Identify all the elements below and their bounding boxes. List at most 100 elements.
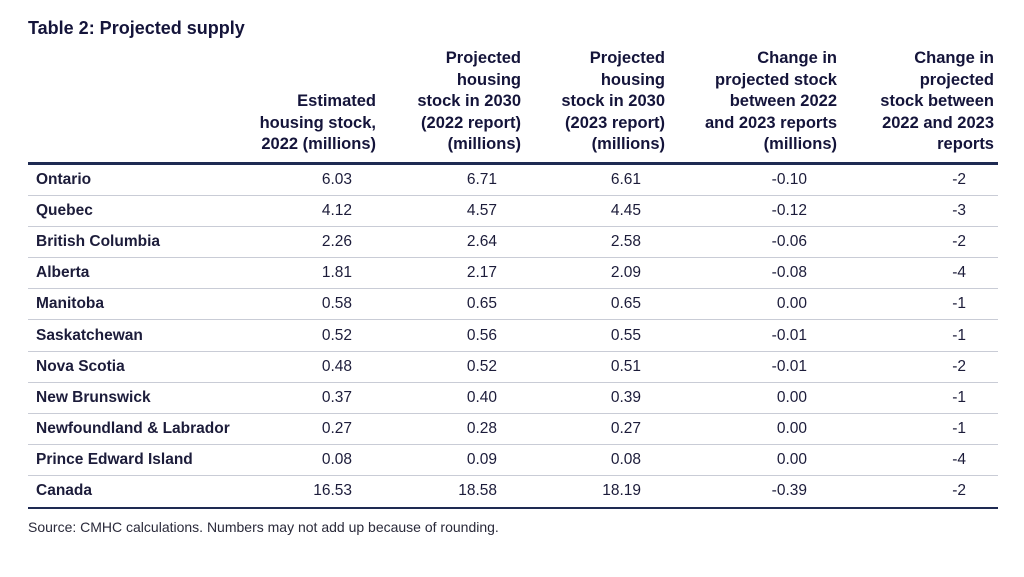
row-value: -2 — [841, 351, 998, 383]
table-row: Nova Scotia 0.48 0.52 0.51 -0.01 -2 — [28, 351, 998, 383]
row-value: -0.12 — [669, 195, 841, 227]
row-value: -2 — [841, 226, 998, 259]
row-value: -2 — [841, 163, 998, 196]
row-value: 1.81 — [254, 257, 380, 290]
row-label: Saskatchewan — [28, 319, 254, 352]
table-row: New Brunswick 0.37 0.40 0.39 0.00 -1 — [28, 382, 998, 415]
row-value: 2.09 — [525, 257, 669, 290]
projected-supply-table: Estimated housing stock, 2022 (millions) Pr… — [28, 48, 998, 509]
header-line: (2023 report) — [565, 113, 665, 132]
row-value: -0.01 — [669, 351, 841, 383]
header-line: Projected — [445, 49, 521, 67]
row-label: Newfoundland & Labrador — [28, 413, 254, 446]
table-row: British Columbia 2.26 2.64 2.58 -0.06 -2 — [28, 226, 998, 259]
table-row: Saskatchewan 0.52 0.56 0.55 -0.01 -1 — [28, 319, 998, 352]
header-line: and 2023 reports — [704, 113, 837, 132]
row-value: 18.58 — [380, 475, 525, 509]
header-line: projected stock — [715, 70, 837, 89]
row-label: Prince Edward Island — [28, 444, 254, 477]
header-line: between 2022 — [729, 92, 837, 110]
row-value: 0.27 — [525, 413, 669, 446]
header-line: (millions) — [591, 135, 665, 153]
row-value: -0.06 — [669, 226, 841, 259]
row-value: 2.17 — [380, 257, 525, 290]
row-value: -4 — [841, 257, 998, 290]
header-line: (millions) — [447, 135, 521, 153]
row-value: 0.55 — [525, 319, 669, 352]
row-value: -0.10 — [669, 163, 841, 196]
table-row: Quebec 4.12 4.57 4.45 -0.12 -3 — [28, 195, 998, 227]
table-row: Canada 16.53 18.58 18.19 -0.39 -2 — [28, 475, 998, 509]
row-value: -1 — [841, 382, 998, 415]
header-estimated-stock-2022: Estimated housing stock, 2022 (millions) — [254, 48, 380, 165]
row-value: -2 — [841, 475, 998, 509]
row-value: 0.65 — [525, 288, 669, 321]
row-value: 0.58 — [254, 288, 380, 321]
row-value: -0.39 — [669, 475, 841, 509]
header-line: (2022 report) — [421, 113, 521, 132]
header-line: 2022 and 2023 — [882, 113, 994, 132]
row-value: 0.52 — [254, 319, 380, 352]
header-line: Projected — [589, 49, 665, 67]
row-value: -1 — [841, 288, 998, 321]
row-value: 0.39 — [525, 382, 669, 415]
row-value: 4.57 — [380, 195, 525, 227]
table-title: Table 2: Projected supply — [28, 18, 245, 38]
table-row: Prince Edward Island 0.08 0.09 0.08 0.00 -4 — [28, 444, 998, 477]
header-line: housing — [456, 70, 521, 89]
header-line: (millions) — [763, 135, 837, 153]
header-projected-2030-2023-report: Projected housing stock in 2030 (2023 repor… — [525, 48, 669, 165]
row-value: 0.09 — [380, 444, 525, 477]
source-note: Source: CMHC calculations. Numbers may n… — [28, 518, 499, 535]
row-label: British Columbia — [28, 226, 254, 259]
row-label: New Brunswick — [28, 382, 254, 415]
row-value: 0.00 — [669, 382, 841, 415]
row-value: -0.01 — [669, 319, 841, 352]
row-label: Manitoba — [28, 288, 254, 321]
header-line: stock in 2030 — [417, 92, 521, 110]
row-value: -4 — [841, 444, 998, 477]
header-change: Change in projected stock between 2022 and … — [841, 48, 998, 165]
row-value: 6.71 — [380, 163, 525, 196]
row-label: Quebec — [28, 195, 254, 227]
row-value: 0.00 — [669, 413, 841, 446]
table-row: Alberta 1.81 2.17 2.09 -0.08 -4 — [28, 257, 998, 290]
row-value: 0.40 — [380, 382, 525, 415]
table-body: Ontario 6.03 6.71 6.61 -0.10 -2 Quebec 4.12 4.57… — [28, 163, 998, 509]
header-line: stock between — [880, 92, 994, 110]
header-line: Change in — [914, 49, 994, 67]
row-value: 6.03 — [254, 163, 380, 196]
row-value: 4.12 — [254, 195, 380, 227]
row-value: 0.00 — [669, 444, 841, 477]
table-row: Manitoba 0.58 0.65 0.65 0.00 -1 — [28, 288, 998, 321]
row-value: 2.58 — [525, 226, 669, 259]
header-line: reports — [937, 135, 994, 153]
header-line: 2022 (millions) — [261, 135, 376, 153]
row-value: -1 — [841, 319, 998, 352]
table-header-row: Estimated housing stock, 2022 (millions) Pr… — [28, 48, 998, 165]
header-line: projected — [919, 70, 994, 89]
row-value: 0.37 — [254, 382, 380, 415]
table-row: Ontario 6.03 6.71 6.61 -0.10 -2 — [28, 163, 998, 196]
header-line: Estimated — [297, 92, 376, 110]
row-value: 6.61 — [525, 163, 669, 196]
row-value: 0.00 — [669, 288, 841, 321]
header-projected-2030-2022-report: Projected housing stock in 2030 (2022 repor… — [380, 48, 525, 165]
header-line: Change in — [757, 49, 837, 67]
row-value: 0.52 — [380, 351, 525, 383]
row-value: 0.65 — [380, 288, 525, 321]
row-value: -3 — [841, 195, 998, 227]
row-value: 2.26 — [254, 226, 380, 259]
header-blank — [28, 48, 254, 165]
row-value: 0.08 — [525, 444, 669, 477]
row-value: 4.45 — [525, 195, 669, 227]
row-value: 0.56 — [380, 319, 525, 352]
row-value: -1 — [841, 413, 998, 446]
header-change-millions: Change in projected stock between 2022 and … — [669, 48, 841, 165]
row-value: 0.51 — [525, 351, 669, 383]
row-label: Nova Scotia — [28, 351, 254, 383]
row-value: 18.19 — [525, 475, 669, 509]
row-label: Ontario — [28, 163, 254, 196]
document-page: Table 2: Projected supply Estimated housi… — [28, 14, 1000, 535]
row-value: 0.48 — [254, 351, 380, 383]
